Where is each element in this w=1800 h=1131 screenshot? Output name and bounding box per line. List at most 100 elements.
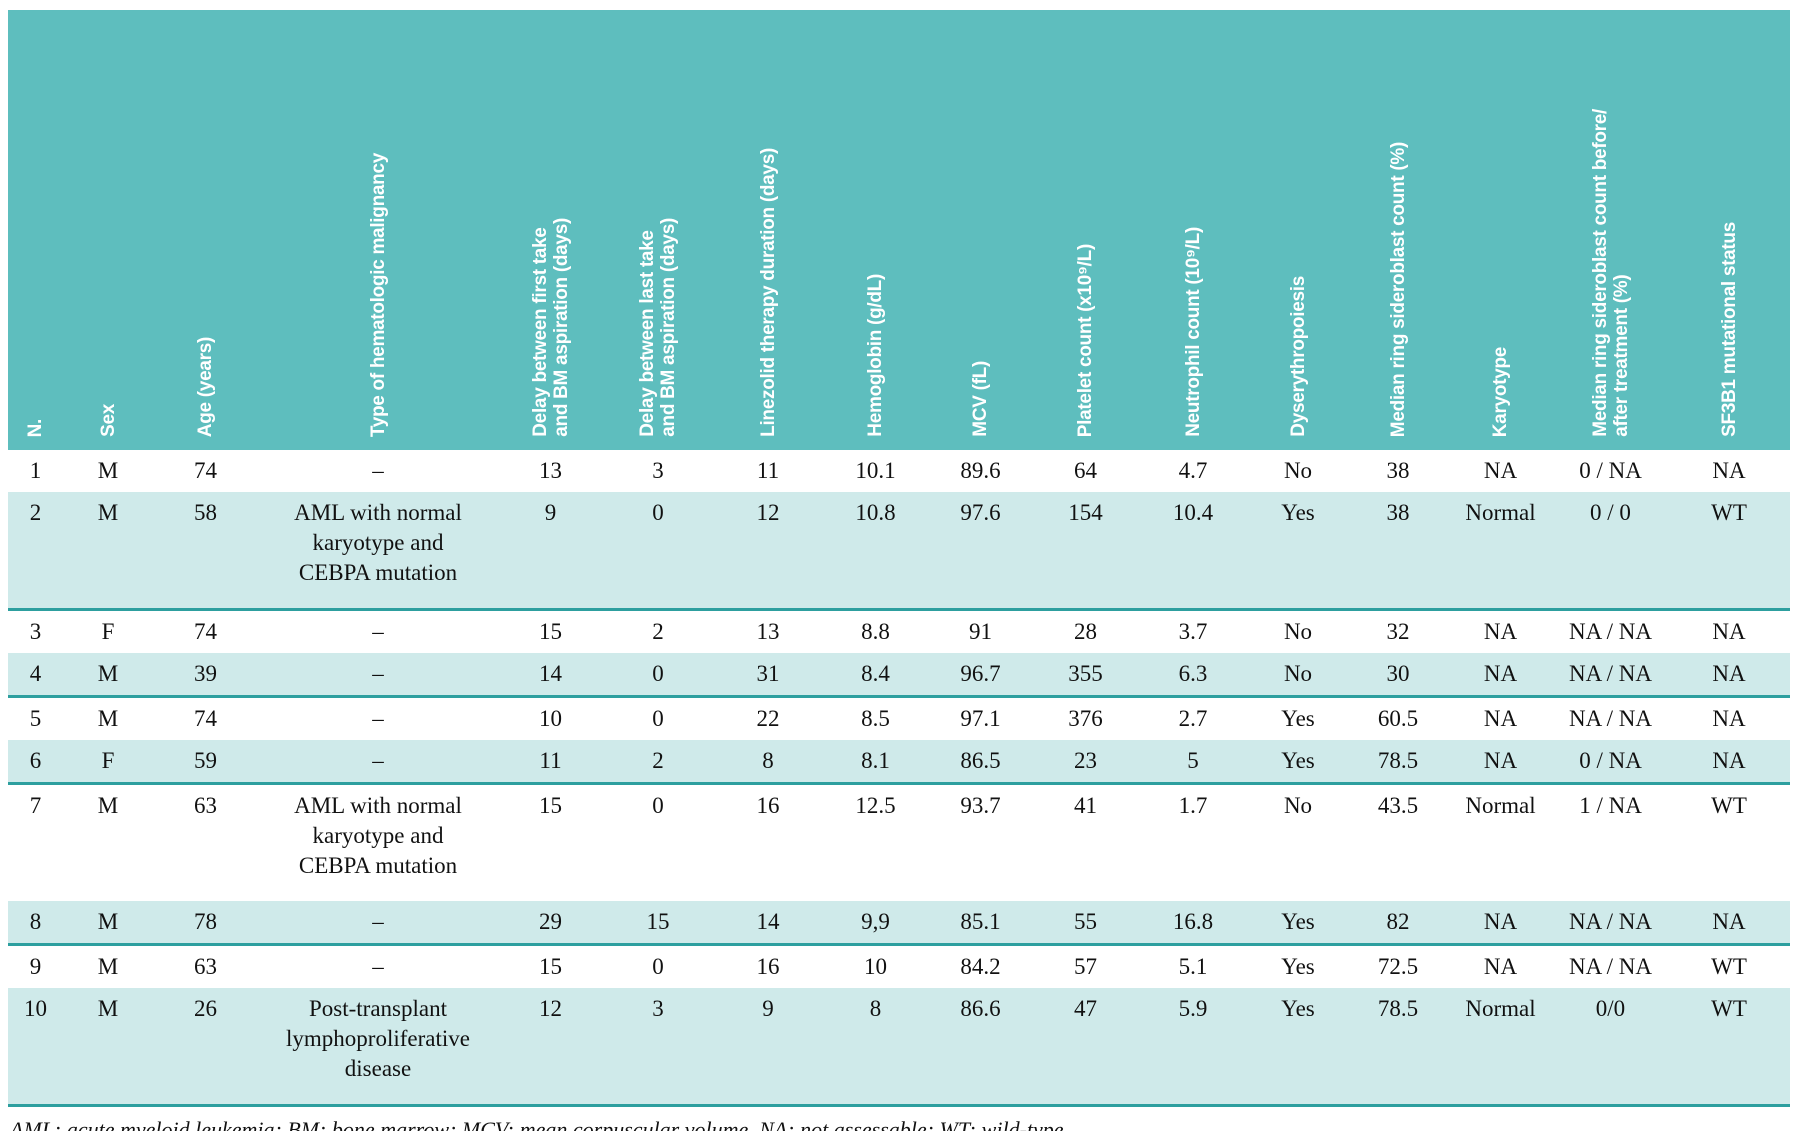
cell-mcv: 89.6 — [960, 458, 1001, 483]
col-header-hemoglobin: Hemoglobin (g/dL) — [823, 10, 928, 450]
cell-linezolid-duration: 12 — [713, 492, 823, 611]
cell-karyotype: NA — [1483, 619, 1518, 644]
cell-n: 6 — [8, 740, 63, 785]
cell-rs-before-after: NA / NA — [1568, 619, 1653, 644]
cell-neutrophil: 6.3 — [1138, 653, 1248, 698]
cell-sf3b1: WT — [1711, 793, 1747, 818]
cell-delay-last: 2 — [603, 740, 713, 785]
cell-n: 10 — [8, 988, 63, 1107]
col-header-sf3b1: SF3B1 mutational status — [1668, 10, 1790, 450]
col-header-linezolid-duration-label: Linezolid therapy duration (days) — [757, 148, 779, 437]
cell-delay-last: 0 — [652, 954, 664, 979]
cell-median-rs: 78.5 — [1348, 988, 1448, 1107]
cell-sex: M — [97, 954, 119, 979]
cell-sex: M — [63, 988, 153, 1107]
col-header-platelet: Platelet count (x10⁹/L) — [1033, 10, 1138, 450]
cell-median-rs: 60.5 — [1377, 706, 1419, 731]
cell-dyserythropoiesis: No — [1283, 619, 1313, 644]
cell-linezolid-duration: 16 — [756, 793, 780, 818]
cell-age: 63 — [194, 954, 217, 979]
cell-mcv: 96.7 — [928, 653, 1033, 698]
cell-delay-first: 29 — [498, 901, 603, 946]
cell-platelet: 57 — [1074, 954, 1097, 979]
cell-platelet: 47 — [1033, 988, 1138, 1107]
cell-rs-before-after: 0 / NA — [1553, 740, 1668, 785]
cell-rs-before-after: 1 / NA — [1579, 793, 1642, 818]
cell-neutrophil: 1.7 — [1178, 793, 1208, 818]
cell-platelet: 23 — [1033, 740, 1138, 785]
cell-age: 74 — [194, 458, 217, 483]
cell-linezolid-duration: 14 — [713, 901, 823, 946]
cell-sex: F — [63, 740, 153, 785]
cell-malignancy: – — [258, 740, 498, 785]
cell-platelet: 41 — [1074, 793, 1097, 818]
cell-delay-first: 15 — [539, 793, 562, 818]
cell-karyotype: NA — [1448, 901, 1553, 946]
col-header-delay-last-label: Delay between last take and BM aspiratio… — [637, 218, 679, 437]
cell-malignancy: – — [258, 653, 498, 698]
cell-hemoglobin: 8.4 — [823, 653, 928, 698]
patient-table-wrapper: N. Sex Age (years) Type of hematologic m… — [8, 10, 1790, 1131]
cell-delay-first: 15 — [539, 954, 562, 979]
cell-delay-last: 3 — [652, 458, 664, 483]
cell-malignancy: – — [372, 458, 384, 483]
cell-n: 1 — [29, 458, 42, 483]
cell-median-rs: 78.5 — [1348, 740, 1448, 785]
cell-sex: M — [97, 706, 119, 731]
cell-mcv: 91 — [969, 619, 992, 644]
cell-neutrophil: 4.7 — [1178, 458, 1208, 483]
cell-rs-before-after: 0/0 — [1553, 988, 1668, 1107]
cell-age: 74 — [194, 619, 217, 644]
col-header-rs-before-after: Median ring sideroblast count before/ af… — [1553, 10, 1668, 450]
cell-delay-last: 0 — [603, 653, 713, 698]
cell-neutrophil: 5.1 — [1178, 954, 1208, 979]
col-header-platelet-label: Platelet count (x10⁹/L) — [1075, 243, 1096, 437]
cell-delay-last: 0 — [652, 793, 664, 818]
cell-dyserythropoiesis: No — [1283, 793, 1313, 818]
cell-hemoglobin: 8.5 — [861, 706, 890, 731]
col-header-hemoglobin-label: Hemoglobin (g/dL) — [865, 274, 886, 437]
cell-sf3b1: NA — [1712, 619, 1746, 644]
cell-sex: M — [63, 492, 153, 611]
cell-malignancy: – — [372, 954, 384, 979]
cell-linezolid-duration: 13 — [756, 619, 780, 644]
col-header-age: Age (years) — [153, 10, 258, 450]
col-header-neutrophil: Neutrophil count (10⁹/L) — [1138, 10, 1248, 450]
table-body: 1 M 74 – 13 3 11 10.1 89.6 64 4.7 No 38 … — [8, 450, 1790, 1107]
cell-dyserythropoiesis: Yes — [1248, 740, 1348, 785]
cell-median-rs: 30 — [1348, 653, 1448, 698]
table-row: 2 M 58 AML with normal karyotype and CEB… — [8, 492, 1790, 611]
cell-delay-first: 14 — [498, 653, 603, 698]
cell-mcv: 97.6 — [928, 492, 1033, 611]
cell-n: 2 — [8, 492, 63, 611]
cell-rs-before-after: NA / NA — [1553, 653, 1668, 698]
cell-hemoglobin: 8.8 — [861, 619, 890, 644]
cell-n: 7 — [29, 793, 42, 818]
cell-neutrophil: 10.4 — [1138, 492, 1248, 611]
cell-platelet: 376 — [1068, 706, 1103, 731]
col-header-median-rs: Median ring sideroblast count (%) — [1348, 10, 1448, 450]
cell-sf3b1: WT — [1711, 954, 1747, 979]
col-header-dyserythropoiesis: Dyserythropoiesis — [1248, 10, 1348, 450]
cell-linezolid-duration: 22 — [756, 706, 780, 731]
cell-mcv: 97.1 — [960, 706, 1001, 731]
col-header-dyserythropoiesis-label: Dyserythropoiesis — [1287, 276, 1309, 437]
table-row: 9 M 63 – 15 0 16 10 84.2 57 5.1 Yes 72.5… — [8, 945, 1790, 989]
cell-sex: M — [97, 458, 119, 483]
cell-rs-before-after: NA / NA — [1553, 901, 1668, 946]
cell-malignancy: AML with normal karyotype and CEBPA muta… — [258, 492, 498, 611]
cell-rs-before-after: NA / NA — [1568, 954, 1653, 979]
cell-sf3b1: WT — [1668, 492, 1790, 611]
header-row: N. Sex Age (years) Type of hematologic m… — [8, 10, 1790, 450]
col-header-median-rs-label: Median ring sideroblast count (%) — [1387, 141, 1409, 437]
cell-karyotype: Normal — [1448, 492, 1553, 611]
cell-platelet: 28 — [1074, 619, 1097, 644]
cell-age: 59 — [153, 740, 258, 785]
table-row: 3 F 74 – 15 2 13 8.8 91 28 3.7 No 32 NA … — [8, 610, 1790, 654]
cell-malignancy: – — [258, 901, 498, 946]
cell-n: 5 — [29, 706, 42, 731]
cell-karyotype: NA — [1483, 458, 1518, 483]
cell-dyserythropoiesis: Yes — [1281, 954, 1315, 979]
cell-mcv: 84.2 — [960, 954, 1001, 979]
col-header-neutrophil-label: Neutrophil count (10⁹/L) — [1182, 227, 1204, 437]
